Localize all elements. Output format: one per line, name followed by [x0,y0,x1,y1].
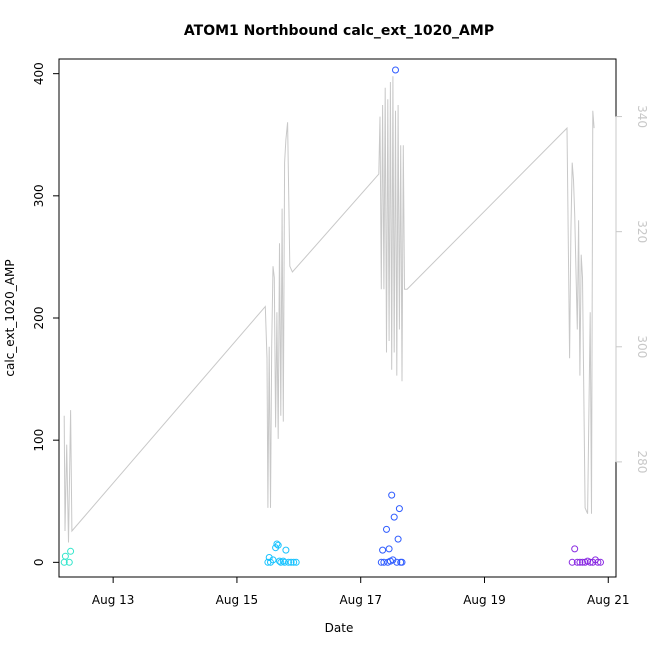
secondary-series [63,76,595,543]
data-point [571,545,579,553]
data-point [380,558,388,566]
secondary-series-line [63,76,595,543]
y-tick-label-left: 400 [32,62,46,85]
data-point [61,552,69,560]
x-axis-label: Date [325,621,354,635]
chart-title: ATOM1 Northbound calc_ext_1020_AMP [184,23,494,39]
data-point [292,558,300,566]
y-tick-label-right: 340 [635,105,649,128]
data-point [597,558,604,566]
data-point [579,558,586,566]
series-4 [568,545,604,566]
y-tick-label-left: 200 [32,307,46,330]
y-tick-label-right: 300 [635,335,649,358]
data-point [285,558,292,566]
y-tick-label-left: 0 [32,559,46,567]
data-point [276,557,283,565]
data-point [274,541,282,549]
x-tick-label: Aug 15 [216,593,259,607]
data-point [594,558,602,566]
data-point [395,505,403,513]
data-point [265,554,273,561]
x-tick-label: Aug 21 [587,593,630,607]
y-axis-left: 0 100 200 300 400 [32,62,60,567]
data-point [273,540,281,548]
x-axis: Aug 13 Aug 15 Aug 17 Aug 19 Aug 21 [92,576,630,607]
data-point [388,491,396,499]
x-tick-label: Aug 17 [339,593,382,607]
y-axis-right: 280 300 320 340 [615,105,649,473]
x-tick-label: Aug 19 [463,593,506,607]
data-point [573,558,581,566]
y-tick-label-right: 280 [635,450,649,473]
data-point [392,66,399,74]
data-point [393,558,401,566]
data-point [390,513,398,521]
y-tick-label-left: 100 [32,429,46,452]
data-point [379,546,387,554]
plot-area-border [58,58,617,578]
data-point [394,535,402,543]
data-point [279,557,287,565]
data-point [383,525,390,533]
data-point [290,558,298,566]
data-point [269,556,277,564]
data-point [282,546,290,554]
data-point [576,558,584,566]
series-3 [377,66,406,566]
data-point [67,547,75,555]
data-point [568,558,576,566]
data-point [398,558,406,566]
series-1 [60,547,75,566]
y-tick-label-right: 320 [635,220,649,243]
data-point [287,558,295,566]
data-points [60,66,604,566]
data-point [385,545,393,553]
y-tick-label-left: 300 [32,184,46,207]
data-point [65,558,73,566]
y-axis-label: calc_ext_1020_AMP [3,259,17,376]
x-tick-label: Aug 13 [92,593,135,607]
series-2 [264,540,300,566]
